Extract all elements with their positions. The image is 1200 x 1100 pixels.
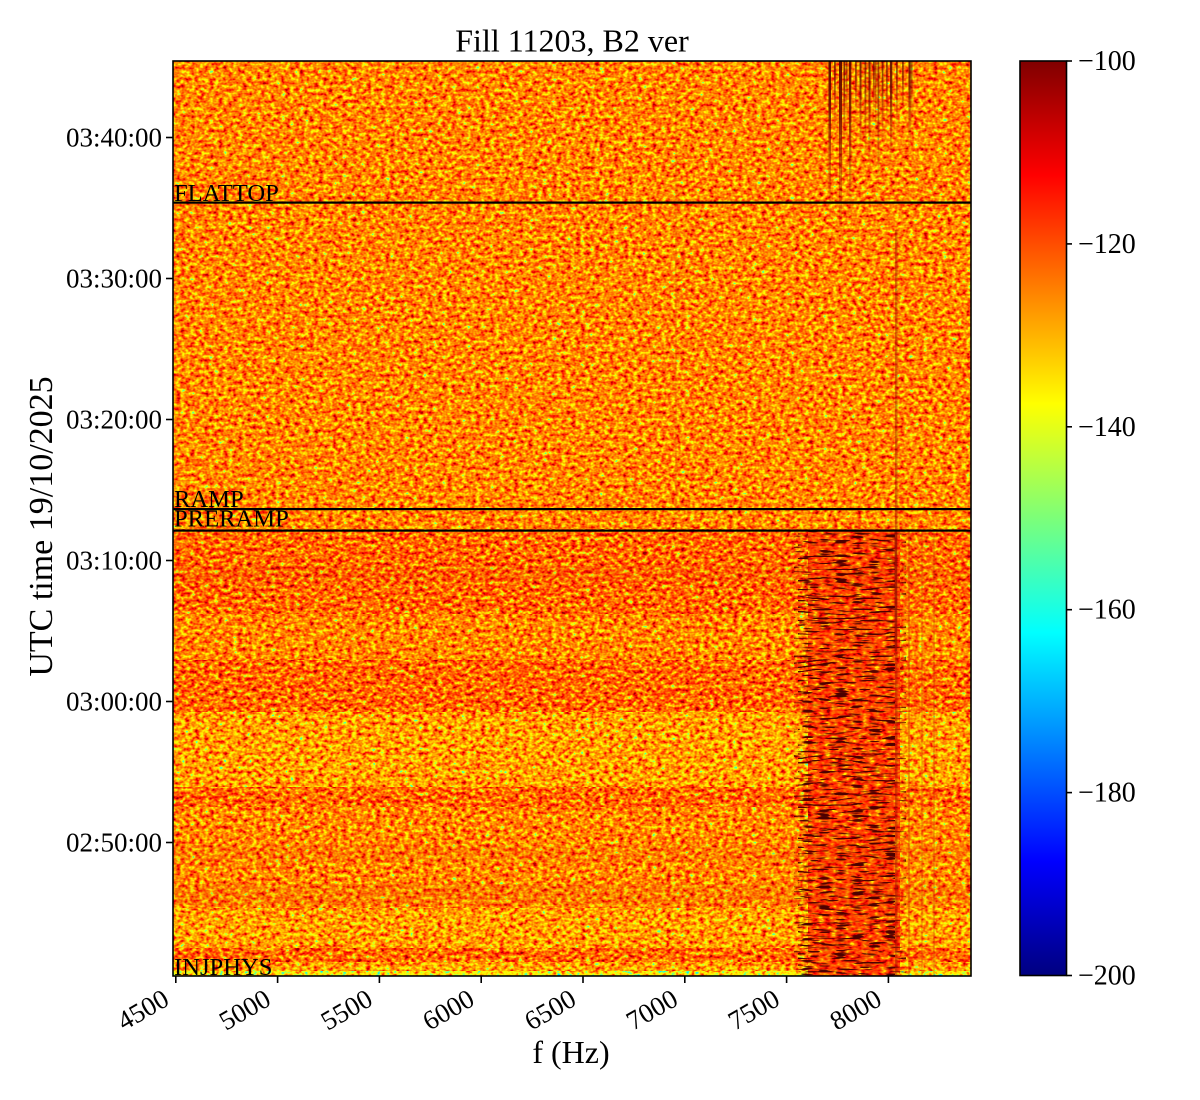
svg-text:UTC time 19/10/2025: UTC time 19/10/2025 xyxy=(23,376,60,676)
svg-text:7000: 7000 xyxy=(621,983,683,1036)
svg-text:03:00:00: 03:00:00 xyxy=(66,687,162,717)
svg-text:4500: 4500 xyxy=(112,983,174,1036)
svg-text:6000: 6000 xyxy=(417,983,479,1036)
svg-text:5000: 5000 xyxy=(214,983,276,1036)
svg-text:02:50:00: 02:50:00 xyxy=(66,828,162,858)
svg-text:03:40:00: 03:40:00 xyxy=(66,123,162,153)
svg-text:−200: −200 xyxy=(1078,961,1136,992)
svg-text:−140: −140 xyxy=(1078,412,1136,443)
svg-text:03:30:00: 03:30:00 xyxy=(66,264,162,294)
svg-text:6500: 6500 xyxy=(519,983,581,1036)
svg-text:8000: 8000 xyxy=(825,983,887,1036)
svg-text:03:20:00: 03:20:00 xyxy=(66,405,162,435)
svg-text:−180: −180 xyxy=(1078,778,1136,809)
svg-text:−120: −120 xyxy=(1078,229,1136,260)
svg-text:FLATTOP: FLATTOP xyxy=(174,180,279,207)
svg-text:−160: −160 xyxy=(1078,595,1136,626)
svg-text:−100: −100 xyxy=(1078,46,1136,77)
svg-text:Fill 11203, B2 ver: Fill 11203, B2 ver xyxy=(455,23,689,59)
svg-text:f (Hz): f (Hz) xyxy=(532,1034,609,1070)
svg-text:7500: 7500 xyxy=(723,983,785,1036)
svg-text:PRERAMP: PRERAMP xyxy=(174,506,289,533)
svg-text:RAMP: RAMP xyxy=(174,486,244,513)
svg-text:INJPHYS: INJPHYS xyxy=(174,954,272,981)
svg-text:03:10:00: 03:10:00 xyxy=(66,546,162,576)
svg-text:5500: 5500 xyxy=(316,983,378,1036)
